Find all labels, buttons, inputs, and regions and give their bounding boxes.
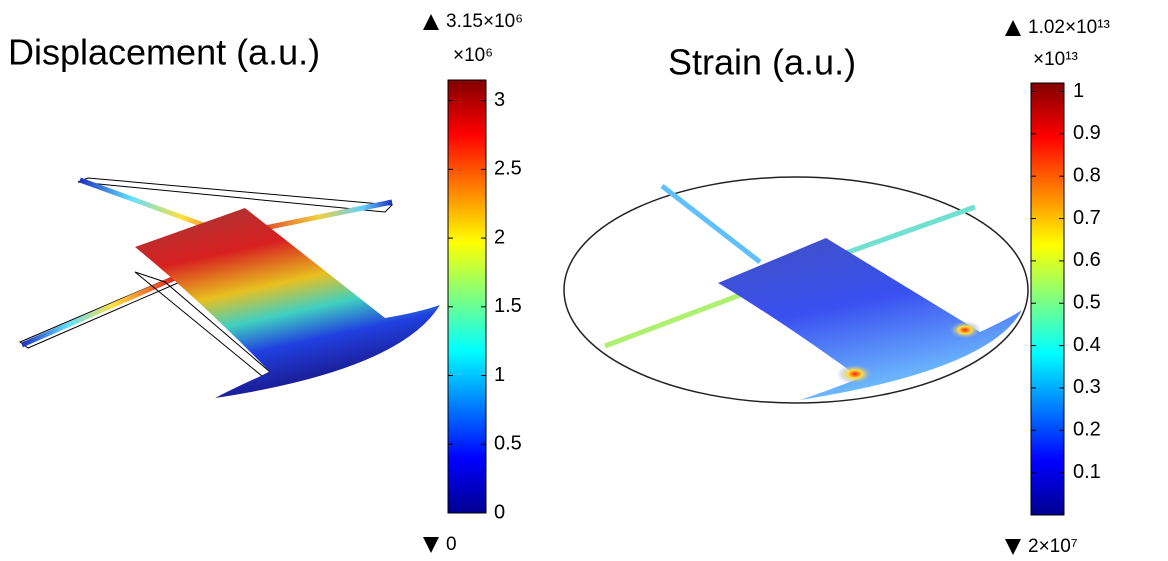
panel-title: Strain (a.u.) (668, 42, 856, 83)
colorbar (1031, 83, 1064, 515)
scale-label: ×10¹³ (1033, 49, 1078, 70)
tick-label: 1 (1073, 80, 1084, 102)
min-marker (1005, 539, 1021, 555)
scale-label: ×10⁶ (453, 45, 493, 66)
max-label: 1.02×10¹³ (1028, 17, 1110, 38)
tick-label: 0.5 (494, 433, 522, 455)
max-marker (423, 14, 439, 30)
panel-title: Displacement (a.u.) (8, 32, 320, 73)
min-marker (423, 537, 439, 553)
displacement-model (20, 178, 440, 398)
tick-label: 2.5 (494, 158, 522, 180)
tick-label: 0.3 (1073, 376, 1101, 398)
tick-label: 0.6 (1073, 249, 1101, 271)
tick-label: 2 (494, 226, 505, 248)
tick-label: 0.4 (1073, 334, 1101, 356)
tick-label: 1.5 (494, 295, 522, 317)
colorbar (448, 80, 486, 513)
strain-model (564, 177, 1028, 403)
tick-label: 0.2 (1073, 419, 1101, 441)
tick-label: 0.9 (1073, 122, 1101, 144)
tick-label: 1 (494, 364, 505, 386)
min-label: 0 (446, 534, 457, 555)
tick-label: 0.8 (1073, 164, 1101, 186)
tick-label: 0.7 (1073, 207, 1101, 229)
tick-label: 3 (494, 89, 505, 111)
max-label: 3.15×10⁶ (446, 11, 523, 32)
figure: Displacement (a.u.) 3.15×10⁶ ×10⁶ 0 0 0.5 1 1.5… (0, 0, 1168, 561)
tick-label: 0.1 (1073, 461, 1101, 483)
min-label: 2×10⁷ (1028, 536, 1078, 557)
tick-label: 0.5 (1073, 292, 1101, 314)
max-marker (1005, 20, 1021, 36)
tick-label: 0 (494, 501, 505, 523)
